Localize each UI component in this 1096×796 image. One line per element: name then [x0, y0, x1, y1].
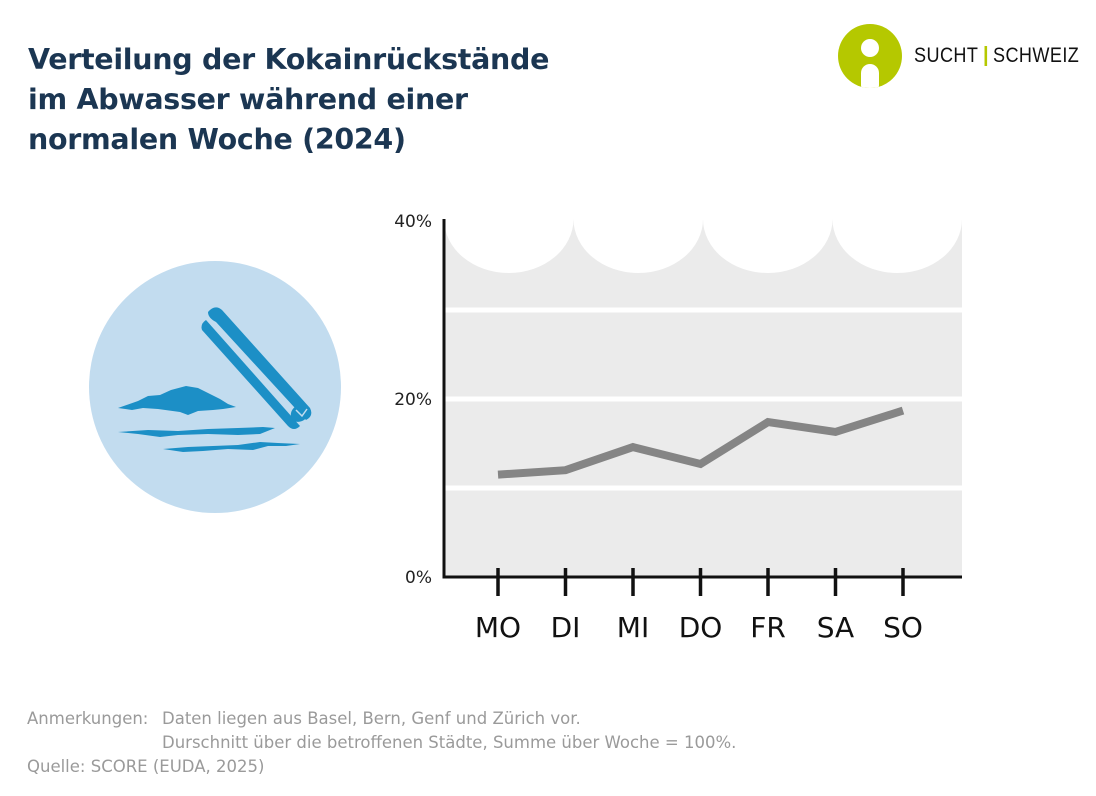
series-layer [497, 406, 905, 479]
logo-wordmark: SUCHT SCHWEIZ [914, 44, 1079, 68]
x-tick-label-sa: SA [817, 611, 854, 644]
gridline-20 [444, 396, 962, 402]
chart-svg: 0% 20% 40% MO DI MI DO FR SA SO [394, 165, 962, 644]
logo-person-icon [838, 24, 902, 88]
x-tick-label-mo: MO [475, 611, 521, 644]
gridlines [444, 307, 962, 491]
note-line: Daten liegen aus Basel, Bern, Genf und Z… [162, 709, 581, 728]
axes [442, 219, 962, 596]
y-tick-label-2: 40% [394, 212, 432, 232]
gridline-30 [444, 307, 962, 313]
footnotes: Anmerkungen: Daten liegen aus Basel, Ber… [27, 707, 736, 779]
y-tick-labels: 0% 20% 40% [394, 212, 432, 588]
sucht-schweiz-logo: SUCHT SCHWEIZ [838, 24, 1096, 88]
logo-separator [984, 46, 987, 66]
notes-label: Anmerkungen: [27, 709, 149, 728]
line-chart: 0% 20% 40% MO DI MI DO FR SA SO [380, 165, 980, 655]
x-tick-label-di: DI [551, 611, 581, 644]
logo-text-right: SCHWEIZ [992, 44, 1080, 67]
plot-background [444, 165, 962, 577]
chart-title: Verteilung der Kokainrückstände im Abwas… [28, 40, 648, 160]
source-text: Quelle: SCORE (EUDA, 2025) [27, 757, 265, 776]
x-tick-label-so: SO [883, 611, 923, 644]
gridline-10 [444, 485, 962, 491]
title-line: im Abwasser während einer [28, 83, 468, 116]
cocaine-icon [88, 260, 342, 519]
x-tick-label-do: DO [679, 611, 723, 644]
x-tick-label-mi: MI [617, 611, 649, 644]
powder-lines-icon [118, 427, 300, 452]
y-tick-label-0: 0% [405, 568, 432, 588]
icon-background-circle [89, 261, 341, 513]
note-line: Durschnitt über die betroffenen Städte, … [162, 733, 737, 752]
logo-text-left: SUCHT [914, 44, 979, 67]
x-tick-label-fr: FR [750, 611, 786, 644]
straw-icon [201, 307, 312, 429]
y-tick-label-1: 20% [394, 390, 432, 410]
title-line: normalen Woche (2024) [28, 123, 406, 156]
powder-pile-icon [118, 386, 236, 415]
title-line: Verteilung der Kokainrückstände [28, 43, 550, 76]
x-tick-labels: MO DI MI DO FR SA SO [475, 611, 923, 644]
